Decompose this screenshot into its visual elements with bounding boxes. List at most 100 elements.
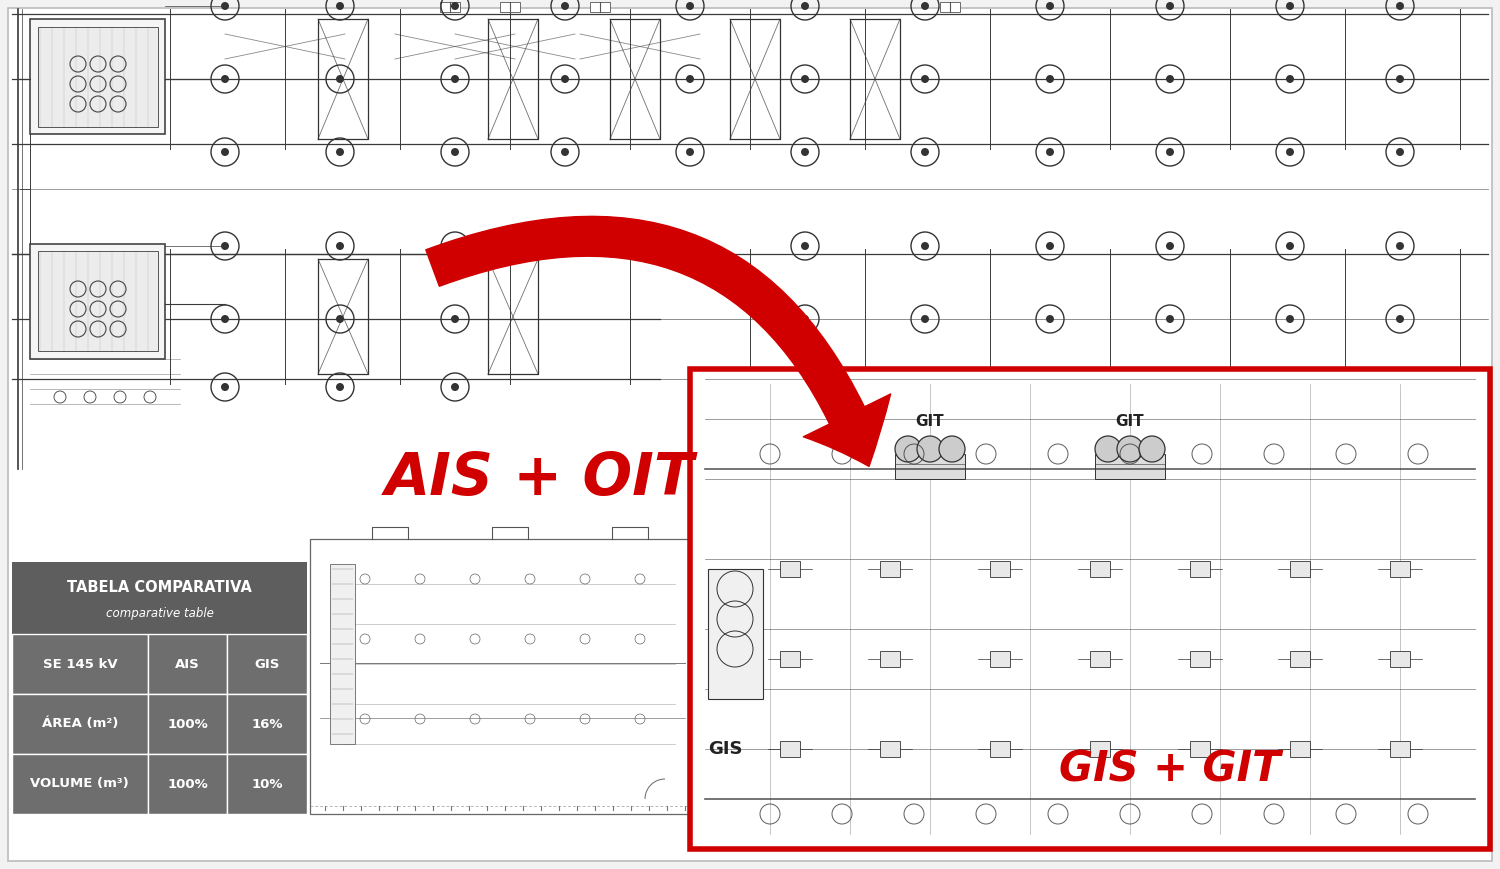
Circle shape — [1396, 242, 1404, 250]
Bar — [708, 569, 764, 699]
Circle shape — [1166, 383, 1174, 391]
Bar — [228, 634, 308, 694]
Circle shape — [1286, 383, 1294, 391]
Circle shape — [921, 148, 928, 156]
Circle shape — [921, 383, 928, 391]
Circle shape — [452, 242, 459, 250]
Bar — [1090, 741, 1110, 757]
Circle shape — [916, 436, 944, 462]
Circle shape — [336, 242, 344, 250]
Bar — [30, 244, 165, 359]
Circle shape — [1396, 75, 1404, 83]
Bar — [1090, 651, 1110, 667]
Circle shape — [336, 383, 344, 391]
Bar — [12, 694, 147, 754]
Circle shape — [220, 2, 230, 10]
Bar — [500, 2, 520, 12]
Circle shape — [801, 148, 808, 156]
Circle shape — [1046, 2, 1054, 10]
Bar — [1390, 741, 1410, 757]
Text: GIS + GIT: GIS + GIT — [1059, 748, 1281, 790]
Circle shape — [921, 242, 928, 250]
Circle shape — [336, 75, 344, 83]
FancyArrowPatch shape — [426, 216, 891, 467]
Circle shape — [1396, 383, 1404, 391]
Circle shape — [1046, 383, 1054, 391]
Circle shape — [686, 2, 694, 10]
Circle shape — [1166, 315, 1174, 323]
Circle shape — [220, 383, 230, 391]
Text: GIT: GIT — [915, 414, 945, 429]
Circle shape — [1396, 148, 1404, 156]
Bar — [12, 634, 147, 694]
Text: GIS: GIS — [708, 740, 742, 758]
Circle shape — [686, 75, 694, 83]
Bar — [590, 2, 610, 12]
Bar — [990, 651, 1010, 667]
Circle shape — [896, 436, 921, 462]
Circle shape — [1396, 315, 1404, 323]
Circle shape — [220, 315, 230, 323]
Bar — [12, 754, 147, 814]
Circle shape — [452, 2, 459, 10]
Circle shape — [801, 75, 808, 83]
Text: 100%: 100% — [166, 718, 208, 731]
Circle shape — [336, 315, 344, 323]
Circle shape — [561, 2, 568, 10]
Circle shape — [561, 148, 568, 156]
Bar — [690, 369, 1490, 849]
Bar — [30, 19, 165, 134]
Circle shape — [452, 75, 459, 83]
Circle shape — [1166, 75, 1174, 83]
Bar — [940, 2, 960, 12]
Bar — [880, 561, 900, 577]
Circle shape — [452, 383, 459, 391]
Bar — [880, 741, 900, 757]
Bar — [228, 694, 308, 754]
Circle shape — [939, 436, 964, 462]
Bar — [880, 651, 900, 667]
Text: AIS + OIT: AIS + OIT — [386, 450, 694, 507]
Bar — [1095, 454, 1166, 479]
Bar — [1290, 651, 1310, 667]
Circle shape — [1286, 315, 1294, 323]
Circle shape — [1286, 75, 1294, 83]
Text: 10%: 10% — [252, 778, 284, 791]
Circle shape — [1166, 2, 1174, 10]
Bar — [147, 754, 228, 814]
Bar — [1390, 561, 1410, 577]
Bar — [990, 561, 1010, 577]
Circle shape — [1046, 242, 1054, 250]
Circle shape — [1138, 436, 1166, 462]
Bar — [147, 694, 228, 754]
Circle shape — [1046, 315, 1054, 323]
Bar — [310, 539, 694, 814]
Text: VOLUME (m³): VOLUME (m³) — [30, 778, 129, 791]
Bar — [780, 741, 800, 757]
Bar — [990, 741, 1010, 757]
Text: 16%: 16% — [252, 718, 284, 731]
Bar — [780, 651, 800, 667]
Circle shape — [336, 2, 344, 10]
Text: SE 145 kV: SE 145 kV — [42, 658, 117, 671]
Circle shape — [1286, 242, 1294, 250]
Circle shape — [1046, 75, 1054, 83]
Circle shape — [220, 242, 230, 250]
Circle shape — [686, 148, 694, 156]
Circle shape — [220, 148, 230, 156]
Circle shape — [220, 75, 230, 83]
Circle shape — [921, 2, 928, 10]
Text: 100%: 100% — [166, 778, 208, 791]
Circle shape — [921, 75, 928, 83]
Text: GIS: GIS — [255, 658, 280, 671]
Circle shape — [1118, 436, 1143, 462]
Bar — [1290, 741, 1310, 757]
Circle shape — [801, 315, 808, 323]
Circle shape — [921, 315, 928, 323]
Circle shape — [1166, 242, 1174, 250]
Text: AIS: AIS — [176, 658, 200, 671]
Circle shape — [561, 75, 568, 83]
Bar — [896, 454, 964, 479]
Text: comparative table: comparative table — [105, 607, 213, 620]
Circle shape — [1166, 148, 1174, 156]
